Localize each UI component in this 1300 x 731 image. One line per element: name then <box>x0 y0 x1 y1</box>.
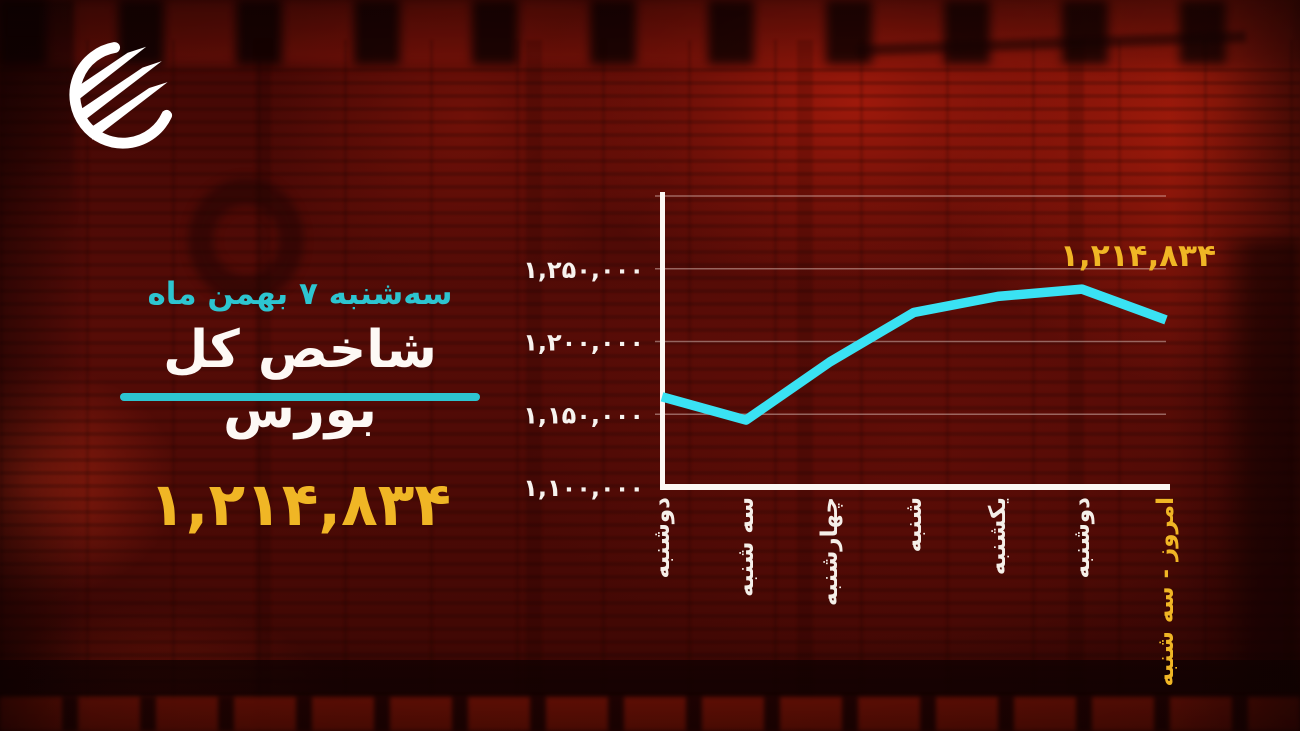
x-tick-label: یکشنبه <box>985 497 1011 576</box>
y-tick-label: ۱,۱۵۰,۰۰۰ <box>523 401 644 429</box>
brand-logo-icon <box>69 42 173 149</box>
title-divider <box>120 393 480 401</box>
index-value: ۱,۲۱۴,۸۳۴ <box>149 470 451 540</box>
y-tick-label: ۱,۲۰۰,۰۰۰ <box>523 329 644 357</box>
x-tick-label: امروز - سه شنبه <box>1153 497 1179 687</box>
x-tick-label: دوشنبه <box>1069 497 1095 579</box>
page-title: شاخص کل بورس <box>163 320 437 440</box>
date-label: سه‌شنبه ۷ بهمن ماه <box>147 276 453 312</box>
y-tick-label: ۱,۲۵۰,۰۰۰ <box>523 256 644 284</box>
x-tick-label: سه شنبه <box>733 497 759 597</box>
headline-block: سه‌شنبه ۷ بهمن ماه شاخص کل بورس ۱,۲۱۴,۸۳… <box>90 262 510 540</box>
x-tick-label: شنبه <box>901 497 927 553</box>
x-tick-label: دوشنبه <box>649 497 675 579</box>
x-tick-label: چهارشنبه <box>817 497 843 606</box>
y-tick-label: ۱,۱۰۰,۰۰۰ <box>523 474 644 502</box>
index-series-line <box>660 284 1168 425</box>
last-point-data-label: ۱,۲۱۴,۸۳۴ <box>1060 238 1216 274</box>
